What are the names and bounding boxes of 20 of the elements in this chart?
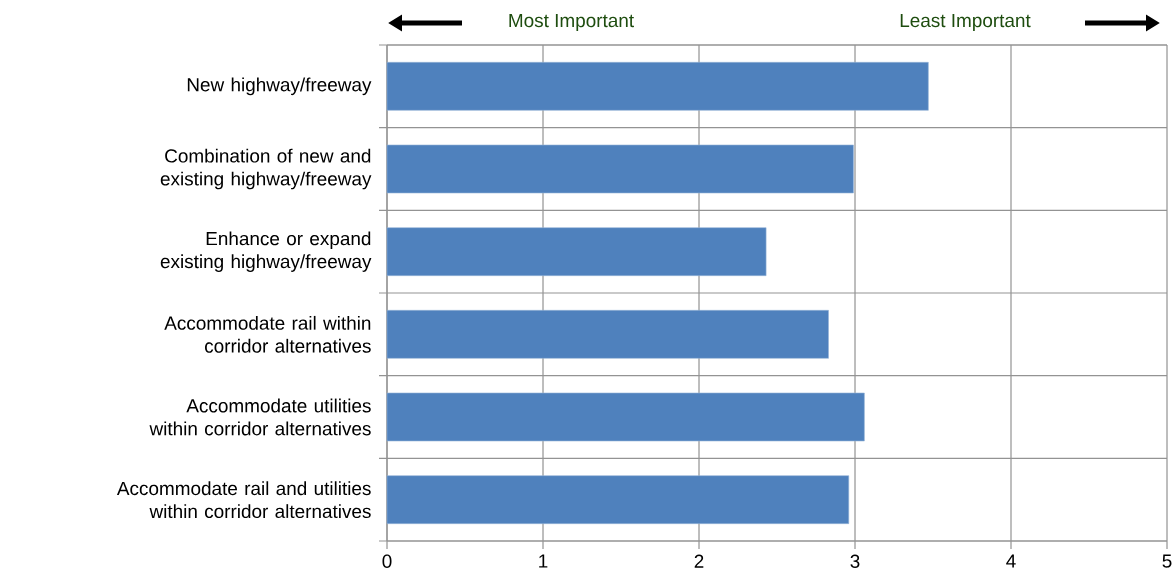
x-tick-label: 4 [1006,554,1016,568]
x-tick-label: 5 [1162,554,1172,568]
y-tick-label: Enhance or expand existing highway/freeway [160,231,372,272]
x-tick-label: 1 [539,554,548,568]
bar [386,392,865,442]
text: Least Important [900,13,1031,31]
y-tick-label: Accommodate utilities within corridor alternatives [149,398,371,436]
y-tick-label: Accommodate rail within corridor alternatives [164,315,371,353]
bar [386,310,829,359]
text: Most Important [509,13,634,31]
bar [386,475,850,524]
x-tick-label: 3 [850,554,860,568]
bar [386,62,929,111]
y-tick-label: Combination of new and existing highway/freeway [160,148,372,190]
bar [386,144,854,194]
x-tick-label: 0 [382,554,392,568]
x-tick-label: 2 [694,554,704,568]
y-tick-label: Accommodate rail and utilities within corridor alternatives [116,481,371,519]
bar [386,227,767,276]
y-tick-label: New highway/freeway [187,77,372,96]
